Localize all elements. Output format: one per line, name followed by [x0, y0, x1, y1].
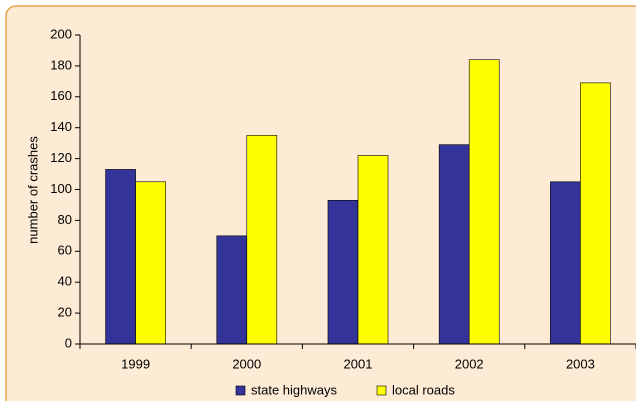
x-tick-label: 2001: [344, 356, 373, 371]
bar: [357, 155, 389, 345]
bar: [327, 200, 359, 345]
y-tick-label: 200: [50, 26, 72, 41]
y-tick-label: 60: [58, 243, 72, 258]
y-tick-label: 40: [58, 274, 72, 289]
y-tick-label: 180: [50, 57, 72, 72]
x-tick-label: 2000: [232, 356, 261, 371]
bar: [580, 82, 611, 345]
legend-swatch: [235, 385, 246, 396]
y-tick-label: 100: [50, 181, 72, 196]
y-tick-label: 140: [50, 119, 72, 134]
bar: [438, 144, 470, 345]
y-tick-label: 0: [65, 335, 72, 350]
bar: [246, 135, 278, 345]
bar: [105, 169, 136, 345]
chart-frame: [5, 5, 636, 401]
x-tick-label: 2002: [455, 356, 484, 371]
y-axis-label: number of crashes: [25, 136, 40, 244]
y-tick-label: 120: [50, 150, 72, 165]
bar: [468, 59, 500, 345]
y-tick-label: 160: [50, 88, 72, 103]
bar: [216, 235, 248, 345]
x-tick-label: 2003: [566, 356, 595, 371]
bar: [135, 181, 166, 345]
y-tick-label: 80: [58, 212, 72, 227]
y-tick-label: 20: [58, 305, 72, 320]
bar: [550, 181, 581, 345]
x-tick-label: 1999: [121, 356, 150, 371]
legend-swatch: [376, 385, 387, 396]
legend-label: state highways: [251, 382, 337, 397]
legend-label: local roads: [392, 382, 455, 397]
